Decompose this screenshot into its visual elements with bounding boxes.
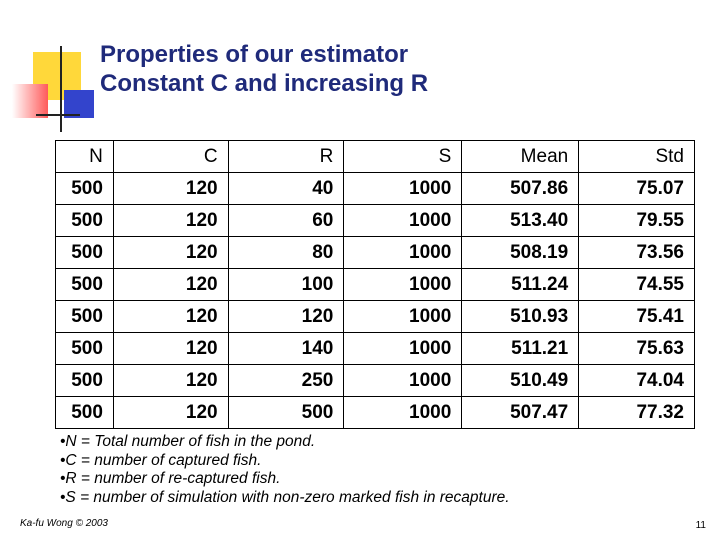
table-cell: 120 [112,300,229,333]
definition-n: •N = Total number of fish in the pond. [60,433,316,450]
table-cell: 80 [227,236,345,269]
table-cell: 510.49 [461,364,580,397]
definition-s: •S = number of simulation with non-zero … [60,488,510,506]
footer-author: Ka-fu Wong © 2003 [20,518,108,529]
table-row: 500 120 120 1000 510.93 75.41 [55,300,695,333]
slide-title: Properties of our estimator Constant C a… [100,40,428,98]
table-cell: 1000 [343,268,463,301]
header-cell: S [343,140,463,173]
logo-vertical-line [60,46,62,132]
table-cell: 1000 [343,204,463,237]
table-cell: 511.24 [461,268,580,301]
header-cell: N [55,140,114,173]
table-cell: 74.04 [578,364,695,397]
table-cell: 74.55 [578,268,695,301]
table-cell: 120 [112,236,229,269]
header-cell: Std [578,140,695,173]
table-cell: 120 [112,268,229,301]
header-cell: Mean [461,140,580,173]
page-number: 11 [695,520,706,531]
table-cell: 75.63 [578,332,695,365]
results-table: N C R S Mean Std 500 120 40 1000 507.86 … [55,140,695,429]
table-cell: 77.32 [578,396,695,429]
table-cell: 75.41 [578,300,695,333]
table-cell: 500 [227,396,345,429]
table-cell: 75.07 [578,172,695,205]
title-line-2: Constant C and increasing R [100,70,429,97]
table-cell: 120 [112,396,229,429]
table-cell: 40 [227,172,345,205]
table-cell: 507.86 [461,172,580,205]
logo-horizontal-line [36,114,80,116]
table-header-row: N C R S Mean Std [55,140,695,173]
table-row: 500 120 80 1000 508.19 73.56 [55,236,695,269]
table-cell: 500 [55,364,114,397]
table-cell: 500 [55,332,114,365]
table-cell: 1000 [343,332,463,365]
table-cell: 1000 [343,236,463,269]
table-cell: 60 [227,204,345,237]
table-cell: 120 [112,172,229,205]
table-row: 500 120 140 1000 511.21 75.63 [55,332,695,365]
logo-blue-square [64,90,94,118]
table-cell: 120 [112,364,229,397]
table-cell: 79.55 [578,204,695,237]
table-cell: 510.93 [461,300,580,333]
table-cell: 1000 [343,300,463,333]
table-row: 500 120 500 1000 507.47 77.32 [55,396,695,429]
table-cell: 513.40 [461,204,580,237]
title-line-1: Properties of our estimator [100,41,409,68]
table-cell: 250 [227,364,345,397]
table-cell: 500 [55,268,114,301]
table-cell: 120 [112,204,229,237]
definition-r: •R = number of re-captured fish. [60,470,281,487]
table-cell: 500 [55,300,114,333]
table-cell: 1000 [343,396,463,429]
table-cell: 120 [112,332,229,365]
table-cell: 500 [55,396,114,429]
table-cell: 100 [227,268,345,301]
table-cell: 73.56 [578,236,695,269]
table-cell: 140 [227,332,345,365]
table-cell: 511.21 [461,332,580,365]
header-cell: C [112,140,229,173]
table-cell: 500 [55,204,114,237]
table-cell: 500 [55,172,114,205]
table-cell: 1000 [343,172,463,205]
definition-c: •C = number of captured fish. [60,451,262,469]
table-cell: 508.19 [461,236,580,269]
table-cell: 500 [55,236,114,269]
table-row: 500 120 100 1000 511.24 74.55 [55,268,695,301]
table-row: 500 120 60 1000 513.40 79.55 [55,204,695,237]
logo-red-square [12,84,48,118]
table-cell: 507.47 [461,396,580,429]
table-cell: 120 [227,300,345,333]
table-row: 500 120 40 1000 507.86 75.07 [55,172,695,205]
table-cell: 1000 [343,364,463,397]
table-row: 500 120 250 1000 510.49 74.04 [55,364,695,397]
definitions-list: •N = Total number of fish in the pond. •… [60,433,510,507]
header-cell: R [227,140,345,173]
